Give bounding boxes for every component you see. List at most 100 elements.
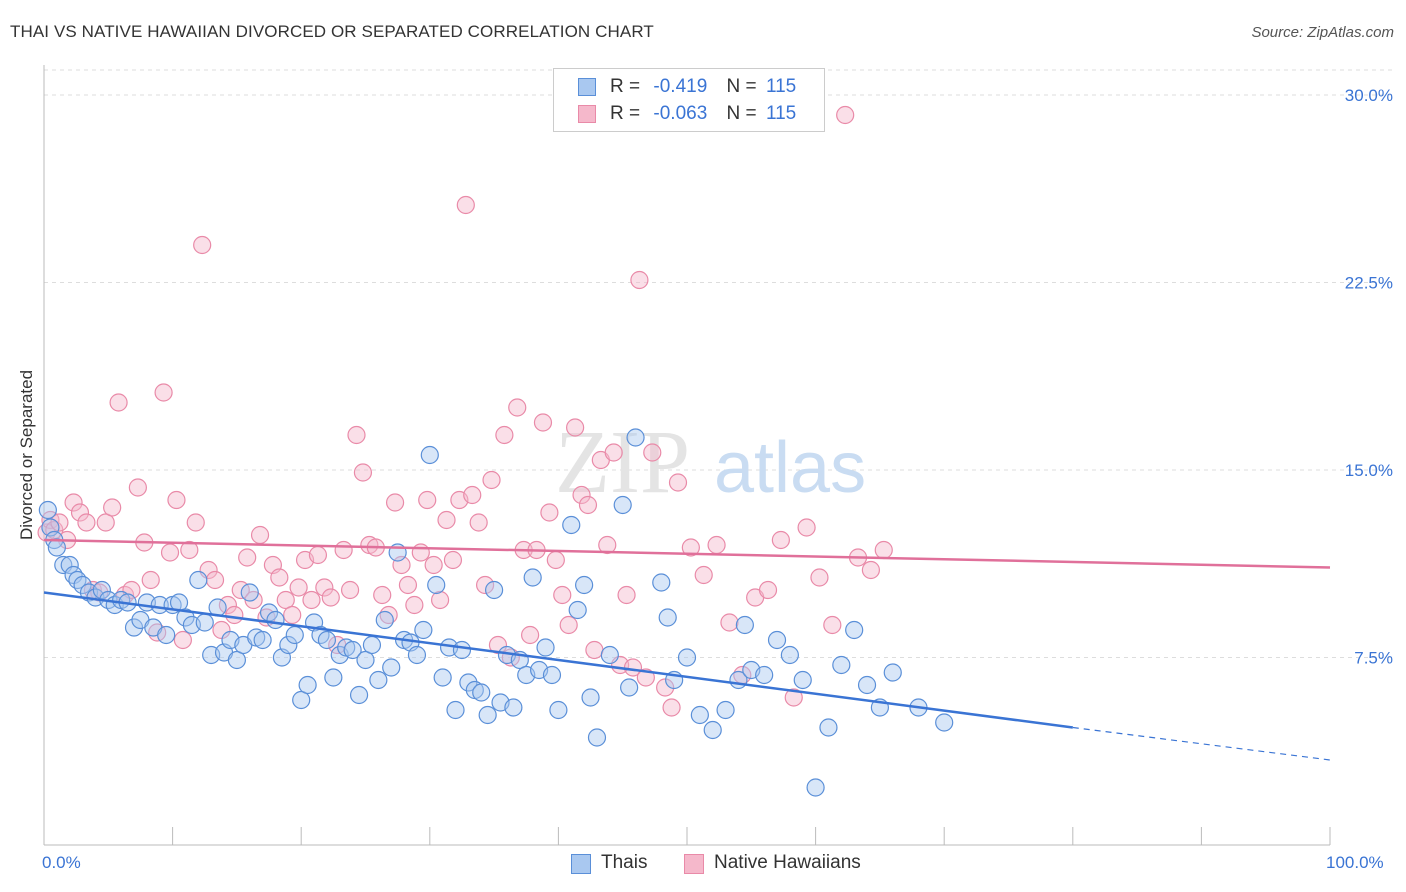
data-point-thais <box>568 600 587 620</box>
data-point-native-hawaiians <box>758 580 778 600</box>
data-point-thais <box>407 645 427 665</box>
data-point-thais <box>780 645 799 665</box>
data-point-native-hawaiians <box>533 413 553 432</box>
data-point-native-hawaiians <box>160 543 180 562</box>
data-point-native-hawaiians <box>810 568 829 587</box>
data-point-native-hawaiians <box>103 498 122 517</box>
data-point-native-hawaiians <box>385 493 405 512</box>
data-point-native-hawaiians <box>488 635 508 655</box>
data-point-native-hawaiians <box>283 605 302 625</box>
data-point-native-hawaiians <box>784 688 803 707</box>
data-point-thais <box>420 445 439 465</box>
data-point-thais <box>523 568 542 587</box>
data-point-native-hawaiians <box>398 575 418 595</box>
watermark-zip: ZIP <box>555 413 690 512</box>
data-point-native-hawaiians <box>334 540 353 560</box>
data-point-thais <box>285 625 304 645</box>
data-point-thais <box>124 618 144 637</box>
data-point-thais <box>375 610 394 630</box>
data-point-native-hawaiians <box>707 535 726 555</box>
data-point-thais <box>157 625 176 645</box>
data-point-thais <box>504 698 523 717</box>
data-point-native-hawaiians <box>540 503 559 522</box>
axes <box>43 65 1331 846</box>
data-point-native-hawaiians <box>308 545 328 565</box>
data-point-native-hawaiians <box>141 570 160 590</box>
legend-swatch-blue <box>578 78 596 96</box>
data-point-thais <box>485 580 504 600</box>
legend-r-value: -0.419 <box>653 76 708 97</box>
correlation-legend: R = -0.419 N = 115 R = -0.063 N = 115 <box>553 68 825 132</box>
data-point-thais <box>575 575 594 595</box>
data-point-thais <box>542 665 562 685</box>
data-point-native-hawaiians <box>463 485 482 505</box>
data-point-native-hawaiians <box>315 578 334 597</box>
y-tick-label: 15.0% <box>1345 461 1393 480</box>
data-point-thais <box>382 658 401 677</box>
data-point-thais <box>613 495 632 515</box>
legend-swatch-pink <box>578 105 596 123</box>
data-point-native-hawaiians <box>598 535 617 555</box>
data-point-native-hawaiians <box>495 425 514 445</box>
data-point-native-hawaiians <box>50 513 69 532</box>
data-point-thais <box>362 635 382 655</box>
data-point-native-hawaiians <box>373 585 392 605</box>
data-point-native-hawaiians <box>167 490 186 510</box>
data-point-thais <box>478 705 497 725</box>
data-point-thais <box>652 573 671 592</box>
data-point-native-hawaiians <box>553 585 572 605</box>
data-point-thais <box>433 668 452 687</box>
data-point-native-hawaiians <box>861 560 880 580</box>
thais-points <box>38 428 954 797</box>
data-point-native-hawaiians <box>154 383 173 402</box>
data-point-thais <box>935 713 954 732</box>
y-tick-labels: 7.5% 15.0% 22.5% 30.0% <box>1345 86 1393 668</box>
data-point-thais <box>793 670 812 690</box>
y-tick-label: 30.0% <box>1345 86 1393 105</box>
data-point-thais <box>253 630 272 650</box>
data-point-native-hawaiians <box>430 590 450 610</box>
grid-lines <box>44 69 1392 658</box>
data-point-native-hawaiians <box>508 398 527 417</box>
data-point-thais <box>343 640 362 660</box>
data-point-thais <box>227 650 246 670</box>
data-point-thais <box>658 608 677 627</box>
data-point-native-hawaiians <box>225 605 244 625</box>
data-point-native-hawaiians <box>617 585 636 605</box>
data-point-native-hawaiians <box>546 550 565 570</box>
data-point-native-hawaiians <box>662 698 681 717</box>
data-point-thais <box>857 675 877 695</box>
data-point-thais <box>189 570 208 590</box>
data-point-thais <box>60 555 79 575</box>
data-point-thais <box>536 638 555 657</box>
data-point-native-hawaiians <box>173 630 192 650</box>
native-hawaiians-points <box>37 105 893 717</box>
data-point-native-hawaiians <box>238 548 257 567</box>
data-point-native-hawaiians <box>585 640 604 660</box>
data-point-thais <box>446 700 465 720</box>
legend-r-value: -0.063 <box>653 103 708 124</box>
data-point-thais <box>195 613 214 632</box>
data-point-native-hawaiians <box>212 620 231 640</box>
data-point-thais <box>472 683 491 702</box>
x-tick-label-min: 0.0% <box>42 853 81 872</box>
data-point-thais <box>767 630 787 650</box>
x-tick-label-max: 100.0% <box>1326 853 1384 872</box>
data-point-native-hawaiians <box>180 540 199 560</box>
data-point-native-hawaiians <box>694 565 713 585</box>
data-point-native-hawaiians <box>205 570 225 590</box>
data-point-native-hawaiians <box>771 530 790 550</box>
data-point-native-hawaiians <box>443 550 463 570</box>
data-point-native-hawaiians <box>630 270 649 290</box>
data-point-thais <box>317 630 337 650</box>
data-point-thais <box>279 635 298 655</box>
data-point-thais <box>690 705 709 725</box>
data-point-native-hawaiians <box>720 613 739 632</box>
trend-lines <box>43 538 1331 761</box>
legend-n-label: N = <box>726 76 757 97</box>
data-point-native-hawaiians <box>797 518 816 537</box>
data-point-thais <box>626 428 645 447</box>
data-point-thais <box>600 645 619 665</box>
data-point-native-hawaiians <box>250 525 270 545</box>
data-point-thais <box>459 673 478 692</box>
